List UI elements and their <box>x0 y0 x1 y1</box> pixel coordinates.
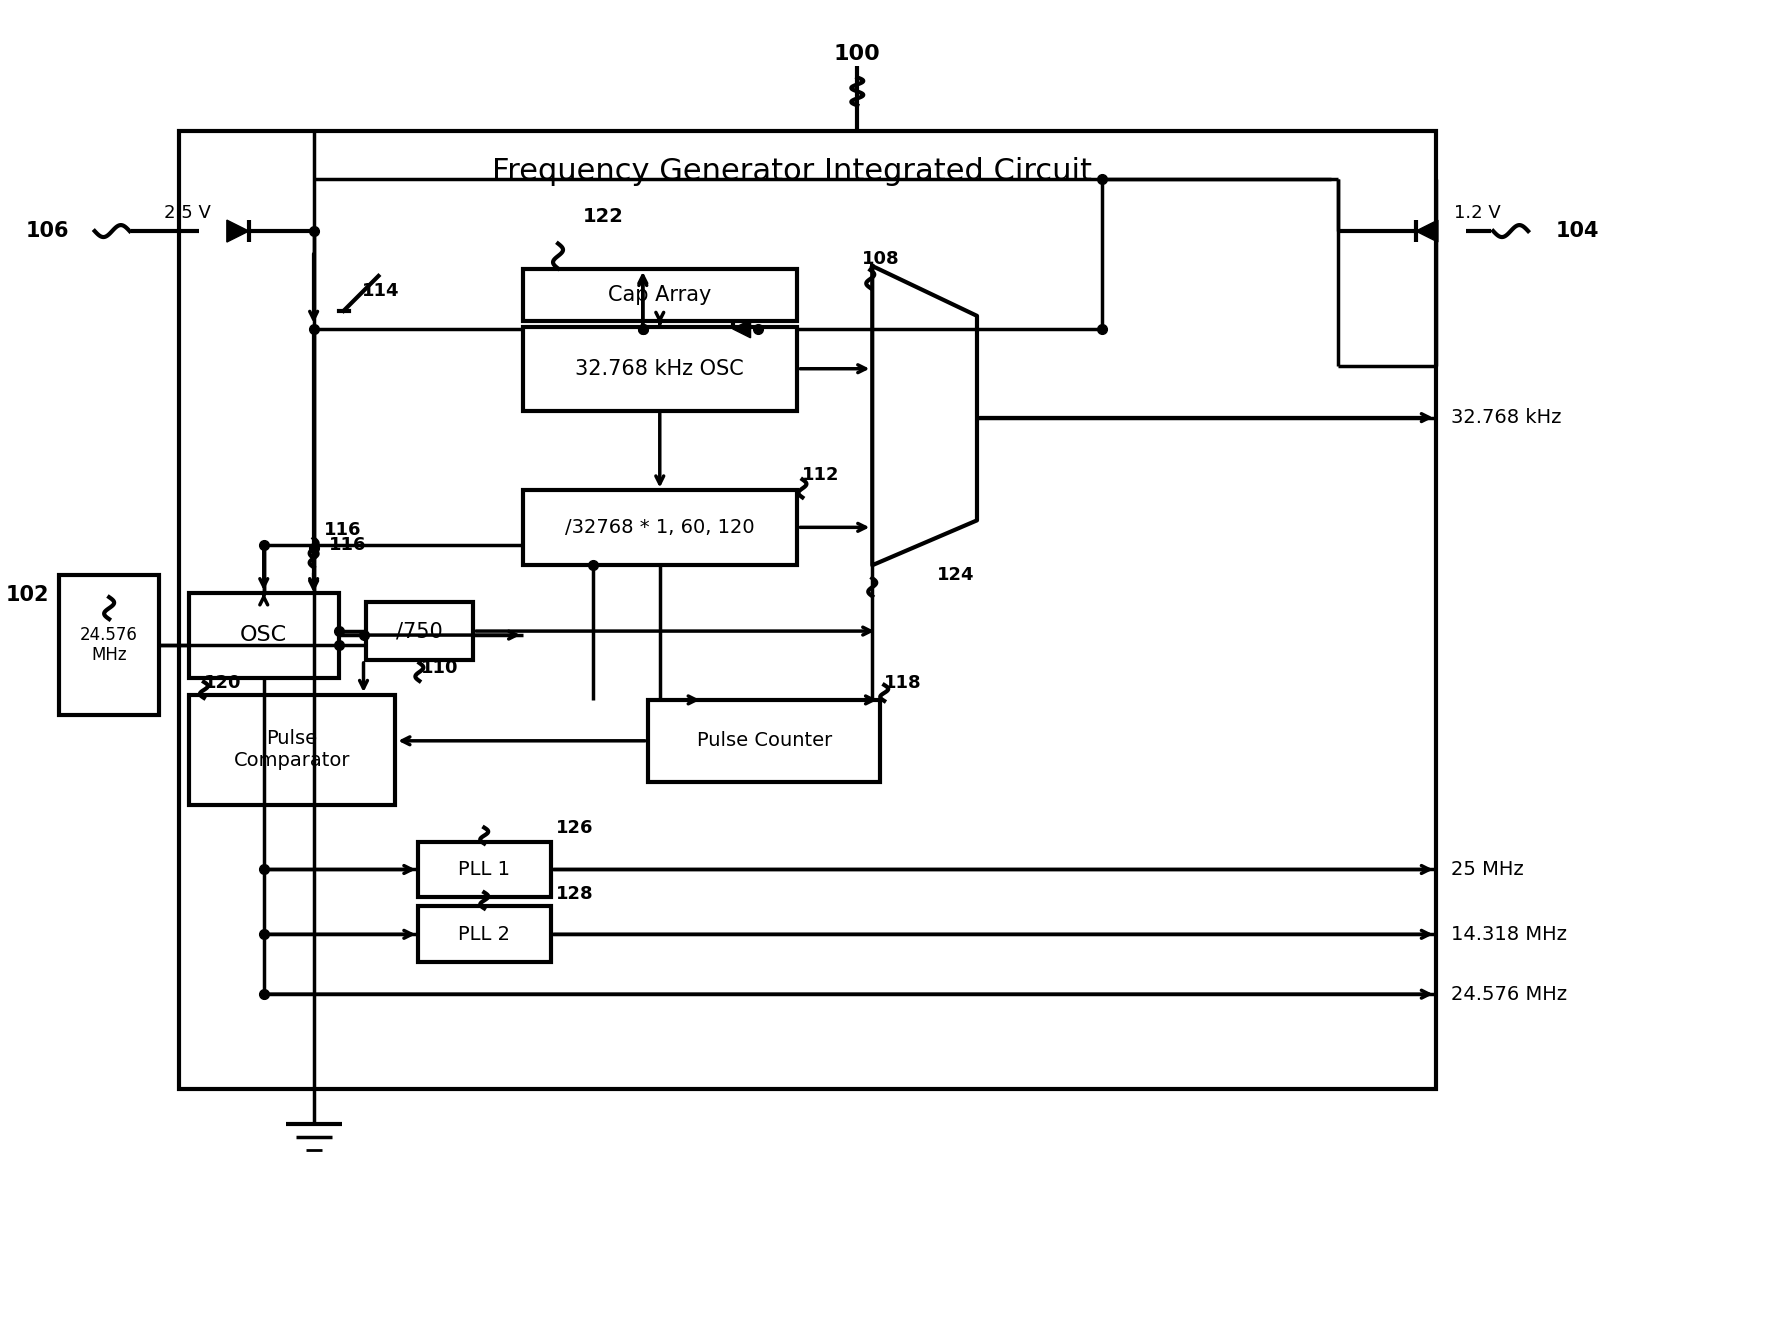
Text: 102: 102 <box>5 585 50 605</box>
Text: 106: 106 <box>25 221 69 241</box>
Text: 128: 128 <box>557 886 594 903</box>
Text: Pulse
Comparator: Pulse Comparator <box>233 729 350 770</box>
Text: PLL 2: PLL 2 <box>459 924 511 944</box>
Polygon shape <box>733 320 751 338</box>
Text: OSC: OSC <box>240 625 288 644</box>
Text: 24.576 MHz: 24.576 MHz <box>1452 985 1567 1004</box>
Text: 32.768 kHz OSC: 32.768 kHz OSC <box>575 359 744 379</box>
Bar <box>418 907 551 963</box>
Polygon shape <box>228 220 249 243</box>
Text: 24.576
MHz: 24.576 MHz <box>80 626 139 664</box>
Text: Cap Array: Cap Array <box>608 285 712 305</box>
Text: Frequency Generator Integrated Circuit: Frequency Generator Integrated Circuit <box>493 156 1092 186</box>
Text: 116: 116 <box>329 536 366 554</box>
Text: 110: 110 <box>422 659 459 678</box>
Text: 124: 124 <box>938 566 975 585</box>
Bar <box>523 491 797 565</box>
Text: 14.318 MHz: 14.318 MHz <box>1452 924 1567 944</box>
Bar <box>365 602 473 660</box>
Text: 114: 114 <box>361 282 398 300</box>
Text: 116: 116 <box>324 521 361 540</box>
Text: 104: 104 <box>1555 221 1599 241</box>
Text: /32768 * 1, 60, 120: /32768 * 1, 60, 120 <box>566 518 754 537</box>
Text: 25 MHz: 25 MHz <box>1452 861 1523 879</box>
Text: /750: /750 <box>397 621 443 640</box>
Text: 100: 100 <box>834 44 881 64</box>
Bar <box>418 842 551 898</box>
Bar <box>648 700 881 782</box>
Bar <box>59 575 158 715</box>
Text: 120: 120 <box>205 674 242 692</box>
Text: 108: 108 <box>863 251 900 268</box>
Text: 32.768 kHz: 32.768 kHz <box>1452 408 1562 427</box>
Bar <box>523 269 797 321</box>
Polygon shape <box>1416 220 1437 243</box>
Bar <box>523 326 797 411</box>
Text: 1.2 V: 1.2 V <box>1453 204 1501 223</box>
Text: 2.5 V: 2.5 V <box>164 204 212 223</box>
Text: 112: 112 <box>802 467 840 484</box>
Bar <box>180 131 1436 1089</box>
Text: PLL 1: PLL 1 <box>459 861 511 879</box>
Text: 126: 126 <box>557 818 594 837</box>
Text: Pulse Counter: Pulse Counter <box>697 732 833 751</box>
Bar <box>189 593 338 678</box>
Text: 122: 122 <box>582 207 623 225</box>
Bar <box>189 695 395 805</box>
Text: 118: 118 <box>884 674 922 692</box>
